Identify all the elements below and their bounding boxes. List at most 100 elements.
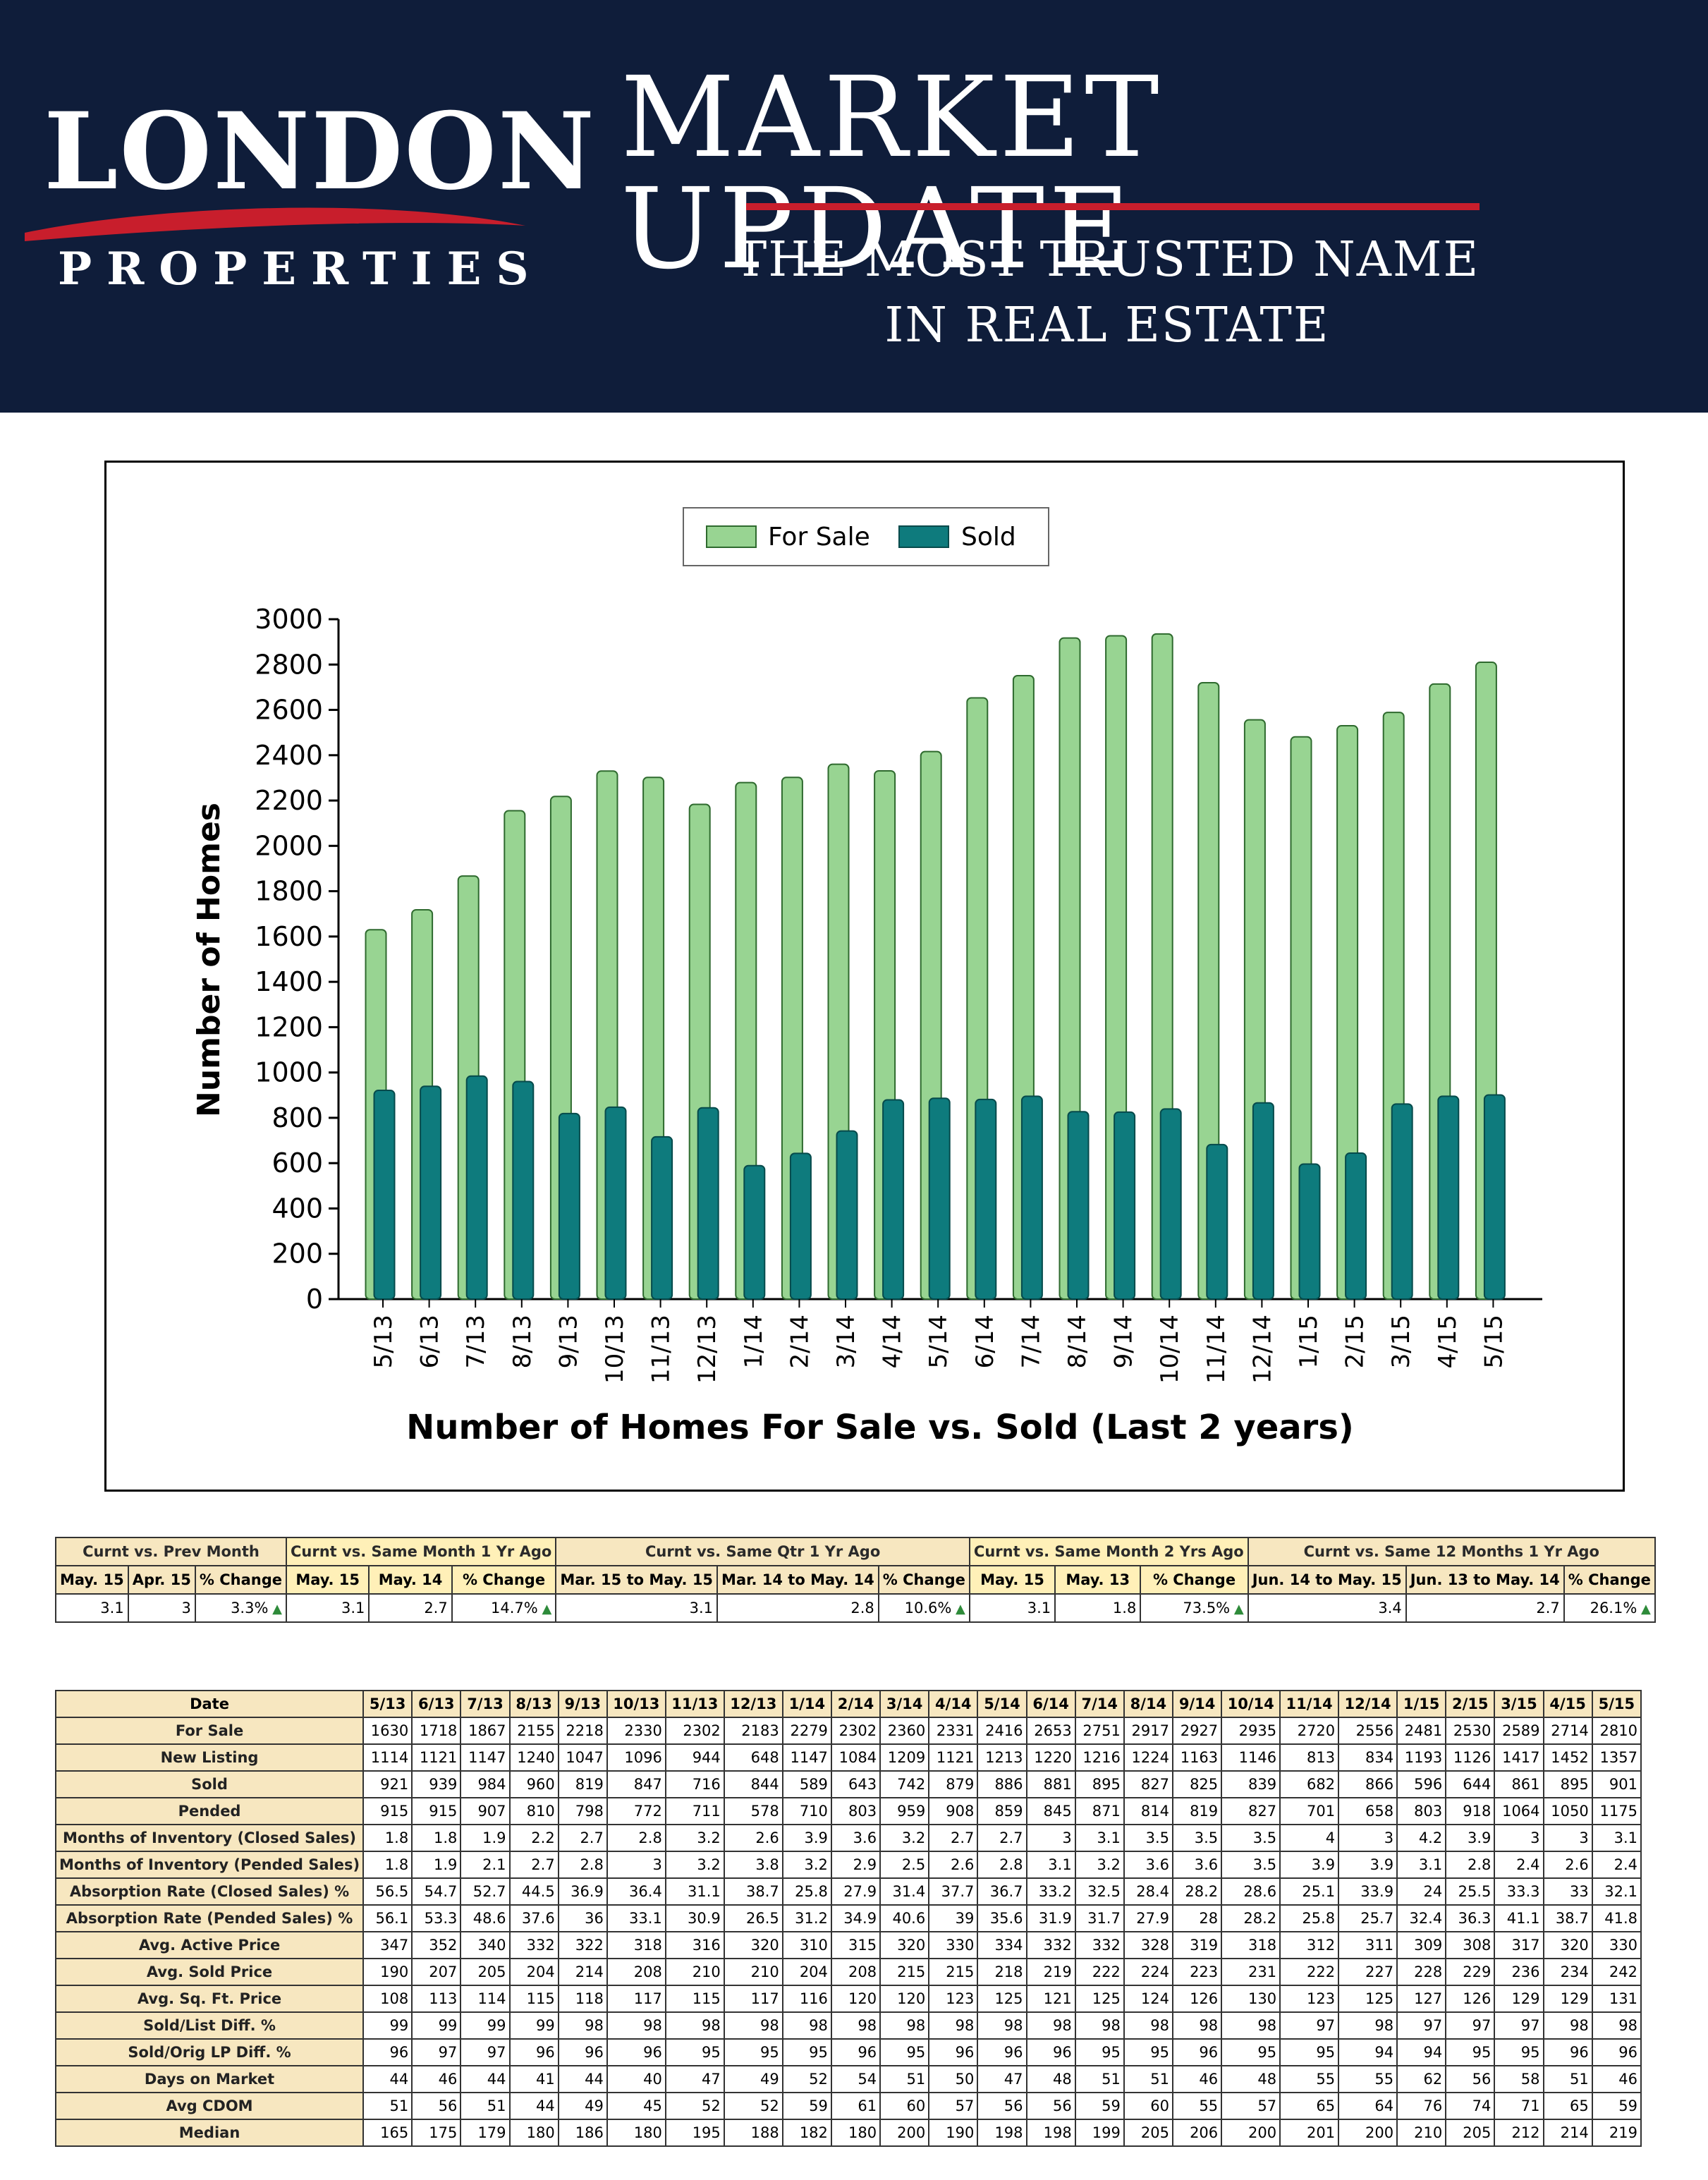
y-axis-label: Number of Homes — [191, 803, 227, 1117]
summary-value-cell: 10.6% ▲ — [877, 1593, 970, 1623]
table-cell: 98 — [606, 2011, 666, 2040]
table-row: Absorption Rate (Pended Sales) % 56.1 53.3… — [54, 1904, 1642, 1932]
bar-sold — [465, 1075, 488, 1300]
table-cell: 772 — [606, 1797, 666, 1825]
table-cell: 180 — [830, 2119, 882, 2147]
table-cell: 44 — [508, 2092, 559, 2120]
table-cell: 2589 — [1494, 1717, 1544, 1745]
market-data-table: Date 5/13 6/13 7/13 8/13 9/13 10/13 11/13 12/13 1… — [54, 1690, 1642, 2147]
row-label: Avg. Sold Price — [54, 1958, 365, 1986]
table-cell: 125 — [1338, 1985, 1398, 2013]
legend-swatch-for-sale — [706, 525, 757, 548]
table-cell: 2416 — [977, 1717, 1027, 1745]
bar-sold — [836, 1130, 858, 1301]
table-cell: 33.1 — [606, 1904, 666, 1932]
table-cell: 959 — [879, 1797, 930, 1825]
table-cell: 3.6 — [1123, 1851, 1174, 1879]
y-tick-label: 2600 — [255, 695, 323, 726]
banner-tagline-line2: IN REAL ESTATE — [884, 298, 1330, 353]
table-cell: 803 — [1396, 1797, 1447, 1825]
table-cell: 3.6 — [1171, 1851, 1223, 1879]
table-cell: 1147 — [460, 1743, 511, 1772]
table-cell: 28.6 — [1221, 1877, 1281, 1906]
table-cell: 1209 — [879, 1743, 930, 1772]
x-tick-label: 2/14 — [786, 1315, 814, 1368]
table-row: Months of Inventory (Pended Sales) 1.8 1.9… — [54, 1851, 1642, 1879]
table-cell: 827 — [1221, 1797, 1281, 1825]
row-label: New Listing — [54, 1743, 365, 1772]
table-cell: 643 — [830, 1770, 882, 1798]
table-cell: 41 — [508, 2065, 559, 2093]
table-cell: 31.4 — [879, 1877, 930, 1906]
table-cell: 2481 — [1396, 1717, 1447, 1745]
table-cell: 208 — [606, 1958, 666, 1986]
table-cell: 97 — [1396, 2011, 1447, 2040]
summary-group-header: Curnt vs. Prev Month — [55, 1537, 287, 1566]
table-cell: 921 — [362, 1770, 413, 1798]
date-column-header: 8/13 — [508, 1690, 559, 1718]
table-cell: 3.9 — [781, 1824, 832, 1852]
table-cell: 98 — [879, 2011, 930, 2040]
table-cell: 3 — [1338, 1824, 1398, 1852]
table-cell: 49 — [557, 2092, 608, 2120]
table-cell: 881 — [1025, 1770, 1076, 1798]
summary-value: 2.8 — [850, 1600, 874, 1616]
table-cell: 311 — [1338, 1931, 1398, 1959]
table-cell: 98 — [1221, 2011, 1281, 2040]
table-cell: 208 — [830, 1958, 882, 1986]
table-cell: 701 — [1279, 1797, 1340, 1825]
table-cell: 57 — [928, 2092, 979, 2120]
table-cell: 50 — [928, 2065, 979, 2093]
table-cell: 40.6 — [879, 1904, 930, 1932]
date-column-header: 11/13 — [664, 1690, 725, 1718]
table-cell: 3 — [1494, 1824, 1544, 1852]
table-row: Months of Inventory (Closed Sales) 1.8 1.8… — [54, 1824, 1642, 1852]
table-cell: 578 — [723, 1797, 783, 1825]
table-cell: 4 — [1279, 1824, 1340, 1852]
table-cell: 1630 — [362, 1717, 413, 1745]
summary-value-cell: 3.3% ▲ — [194, 1593, 288, 1623]
table-cell: 2556 — [1338, 1717, 1398, 1745]
table-cell: 97 — [1445, 2011, 1496, 2040]
date-column-header: 7/14 — [1074, 1690, 1125, 1718]
table-cell: 96 — [606, 2038, 666, 2066]
table-cell: 3.5 — [1221, 1851, 1281, 1879]
table-cell: 175 — [411, 2119, 462, 2147]
table-cell: 33.9 — [1338, 1877, 1398, 1906]
table-cell: 126 — [1445, 1985, 1496, 2013]
table-cell: 879 — [928, 1770, 979, 1798]
summary-value-cell: 2.8 — [716, 1593, 879, 1623]
table-cell: 1224 — [1123, 1743, 1174, 1772]
table-cell: 99 — [362, 2011, 413, 2040]
row-label: Avg. Active Price — [54, 1931, 365, 1959]
y-tick-label: 400 — [272, 1193, 323, 1224]
banner-title: MARKET UPDATE — [621, 53, 1164, 294]
table-row: Median 165 175 179 180 186 180 195 188 182 180 200 1… — [54, 2119, 1642, 2147]
bar-sold — [1159, 1108, 1182, 1300]
table-cell: 2279 — [781, 1717, 832, 1745]
date-column-header: 11/14 — [1279, 1690, 1340, 1718]
row-label: Avg. Sq. Ft. Price — [54, 1985, 365, 2013]
table-cell: 49 — [723, 2065, 783, 2093]
summary-column-header: Jun. 13 to May. 14 — [1405, 1565, 1565, 1595]
table-cell: 2.1 — [460, 1851, 511, 1879]
date-column-header: 6/13 — [411, 1690, 462, 1718]
table-cell: 839 — [1221, 1770, 1281, 1798]
table-cell: 2935 — [1221, 1717, 1281, 1745]
table-cell: 214 — [1542, 2119, 1593, 2147]
table-cell: 165 — [362, 2119, 413, 2147]
bar-sold — [882, 1099, 905, 1300]
table-cell: 51 — [1123, 2065, 1174, 2093]
table-cell: 113 — [411, 1985, 462, 2013]
row-label: Absorption Rate (Closed Sales) % — [54, 1877, 365, 1906]
table-cell: 2302 — [664, 1717, 725, 1745]
x-tick-label: 1/15 — [1295, 1315, 1323, 1368]
table-cell: 309 — [1396, 1931, 1447, 1959]
y-tick-label: 3000 — [255, 604, 323, 635]
table-cell: 2.6 — [723, 1824, 783, 1852]
table-cell: 98 — [977, 2011, 1027, 2040]
table-cell: 1146 — [1221, 1743, 1281, 1772]
table-cell: 915 — [411, 1797, 462, 1825]
table-cell: 98 — [664, 2011, 725, 2040]
summary-value-cell: 3.1 — [968, 1593, 1056, 1623]
